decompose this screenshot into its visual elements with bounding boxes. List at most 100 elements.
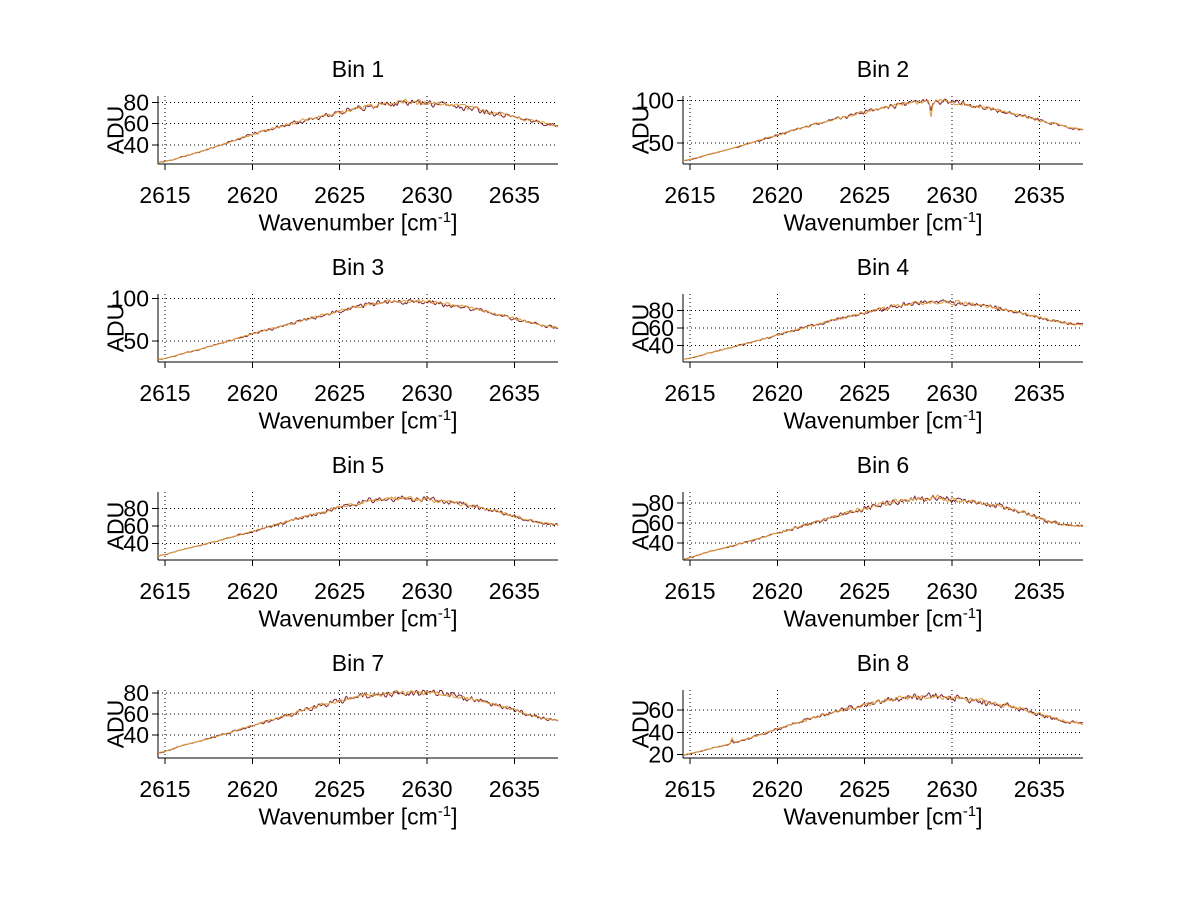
trace-orange bbox=[682, 98, 1084, 162]
x-axis-label-bracket: ] bbox=[976, 209, 983, 236]
x-tick-label: 2615 bbox=[664, 182, 715, 208]
subplot-bin-8: Bin 8 ADU 2615 2620 2625 2630 2635 20 40 60 Wav… bbox=[585, 644, 1145, 842]
plot-title: Bin 6 bbox=[856, 452, 910, 478]
x-axis-label: Wavenumber [cm-1] bbox=[683, 605, 1083, 633]
plot-title: Bin 3 bbox=[331, 254, 385, 280]
x-tick-label: 2615 bbox=[664, 776, 715, 802]
trace-dark bbox=[682, 299, 1084, 361]
x-tick-label: 2615 bbox=[139, 380, 190, 406]
x-axis-label: Wavenumber [cm-1] bbox=[158, 407, 558, 435]
plot-title: Bin 1 bbox=[331, 56, 385, 82]
y-tick-label: 80 bbox=[123, 496, 149, 522]
trace-orange bbox=[682, 494, 1084, 560]
trace-dark bbox=[682, 494, 1084, 560]
x-axis-label-superscript: -1 bbox=[962, 605, 977, 622]
subplot-bin-4: Bin 4 ADU 2615 2620 2625 2630 2635 40 60 80 Wav… bbox=[585, 248, 1145, 446]
x-axis-label-superscript: -1 bbox=[962, 407, 977, 424]
x-tick-label: 2625 bbox=[314, 380, 365, 406]
x-tick-label: 2620 bbox=[752, 182, 803, 208]
trace-orange bbox=[682, 695, 1084, 756]
trace-orange bbox=[157, 298, 559, 360]
y-tick-label: 40 bbox=[123, 530, 149, 556]
x-axis-label-bracket: ] bbox=[451, 209, 458, 236]
x-axis-label-text: Wavenumber [cm bbox=[258, 209, 438, 236]
x-tick-label: 2615 bbox=[664, 380, 715, 406]
y-tick-label: 60 bbox=[123, 701, 149, 727]
subplot-bin-6: Bin 6 ADU 2615 2620 2625 2630 2635 40 60 80 Wav… bbox=[585, 446, 1145, 644]
plot-title: Bin 2 bbox=[856, 56, 910, 82]
x-axis-label: Wavenumber [cm-1] bbox=[683, 209, 1083, 237]
x-axis-label: Wavenumber [cm-1] bbox=[683, 803, 1083, 831]
x-tick-label: 2620 bbox=[227, 578, 278, 604]
x-axis-label-text: Wavenumber [cm bbox=[783, 209, 963, 236]
y-tick-label: 80 bbox=[648, 490, 674, 516]
x-tick-label: 2630 bbox=[926, 182, 977, 208]
x-tick-label: 2625 bbox=[839, 380, 890, 406]
plot-title: Bin 4 bbox=[856, 254, 910, 280]
x-axis-label-superscript: -1 bbox=[437, 605, 452, 622]
x-tick-label: 2625 bbox=[839, 182, 890, 208]
x-tick-label: 2615 bbox=[139, 578, 190, 604]
x-tick-label: 2615 bbox=[664, 578, 715, 604]
x-axis-label-bracket: ] bbox=[451, 803, 458, 830]
x-tick-label: 2620 bbox=[752, 380, 803, 406]
x-tick-label: 2630 bbox=[401, 380, 452, 406]
plot-title: Bin 7 bbox=[331, 650, 385, 676]
y-tick-label: 60 bbox=[648, 697, 674, 723]
x-axis-label: Wavenumber [cm-1] bbox=[683, 407, 1083, 435]
x-axis-label-bracket: ] bbox=[976, 407, 983, 434]
x-axis-label-superscript: -1 bbox=[437, 407, 452, 424]
x-tick-label: 2635 bbox=[489, 182, 540, 208]
plot-area: 2615 2620 2625 2630 2635 50 100 bbox=[111, 285, 559, 406]
x-tick-label: 2635 bbox=[1014, 380, 1065, 406]
y-tick-label: 100 bbox=[636, 87, 674, 113]
x-tick-label: 2630 bbox=[926, 776, 977, 802]
y-tick-label: 40 bbox=[648, 530, 674, 556]
y-tick-label: 80 bbox=[123, 89, 149, 115]
x-axis-label: Wavenumber [cm-1] bbox=[158, 209, 558, 237]
y-tick-label: 80 bbox=[648, 298, 674, 324]
y-tick-label: 60 bbox=[123, 513, 149, 539]
subplot-bin-3: Bin 3 ADU 2615 2620 2625 2630 2635 50 100 Wave… bbox=[60, 248, 620, 446]
trace-dark bbox=[157, 99, 559, 164]
x-axis-label-text: Wavenumber [cm bbox=[783, 605, 963, 632]
y-tick-label: 50 bbox=[648, 130, 674, 156]
y-tick-label: 40 bbox=[123, 722, 149, 748]
subplot-bin-7: Bin 7 ADU 2615 2620 2625 2630 2635 40 60 80 Wav… bbox=[60, 644, 620, 842]
x-axis-label-text: Wavenumber [cm bbox=[258, 605, 438, 632]
x-tick-label: 2625 bbox=[839, 776, 890, 802]
subplot-bin-2: Bin 2 ADU 2615 2620 2625 2630 2635 50 100 Wave… bbox=[585, 50, 1145, 248]
subplot-bin-1: Bin 1 ADU 2615 2620 2625 2630 2635 40 60 80 Wav… bbox=[60, 50, 620, 248]
x-tick-label: 2635 bbox=[1014, 578, 1065, 604]
x-axis-label: Wavenumber [cm-1] bbox=[158, 605, 558, 633]
x-axis-label: Wavenumber [cm-1] bbox=[158, 803, 558, 831]
x-axis-label-bracket: ] bbox=[451, 407, 458, 434]
x-tick-label: 2620 bbox=[752, 578, 803, 604]
trace-dark bbox=[157, 298, 559, 361]
x-tick-label: 2620 bbox=[227, 182, 278, 208]
y-tick-label: 60 bbox=[123, 111, 149, 137]
y-tick-label: 60 bbox=[648, 510, 674, 536]
x-tick-label: 2625 bbox=[314, 182, 365, 208]
y-tick-label: 40 bbox=[648, 719, 674, 745]
x-tick-label: 2615 bbox=[139, 182, 190, 208]
x-tick-label: 2635 bbox=[489, 380, 540, 406]
x-tick-label: 2630 bbox=[401, 776, 452, 802]
x-tick-label: 2635 bbox=[1014, 776, 1065, 802]
x-axis-label-text: Wavenumber [cm bbox=[258, 803, 438, 830]
trace-orange bbox=[682, 299, 1084, 360]
y-tick-label: 20 bbox=[648, 742, 674, 768]
subplot-bin-5: Bin 5 ADU 2615 2620 2625 2630 2635 40 60 80 Wav… bbox=[60, 446, 620, 644]
x-tick-label: 2615 bbox=[139, 776, 190, 802]
y-tick-label: 80 bbox=[123, 680, 149, 706]
x-tick-label: 2630 bbox=[926, 578, 977, 604]
x-tick-label: 2625 bbox=[839, 578, 890, 604]
x-axis-label-bracket: ] bbox=[976, 803, 983, 830]
x-tick-label: 2635 bbox=[489, 776, 540, 802]
trace-dark bbox=[157, 689, 559, 754]
